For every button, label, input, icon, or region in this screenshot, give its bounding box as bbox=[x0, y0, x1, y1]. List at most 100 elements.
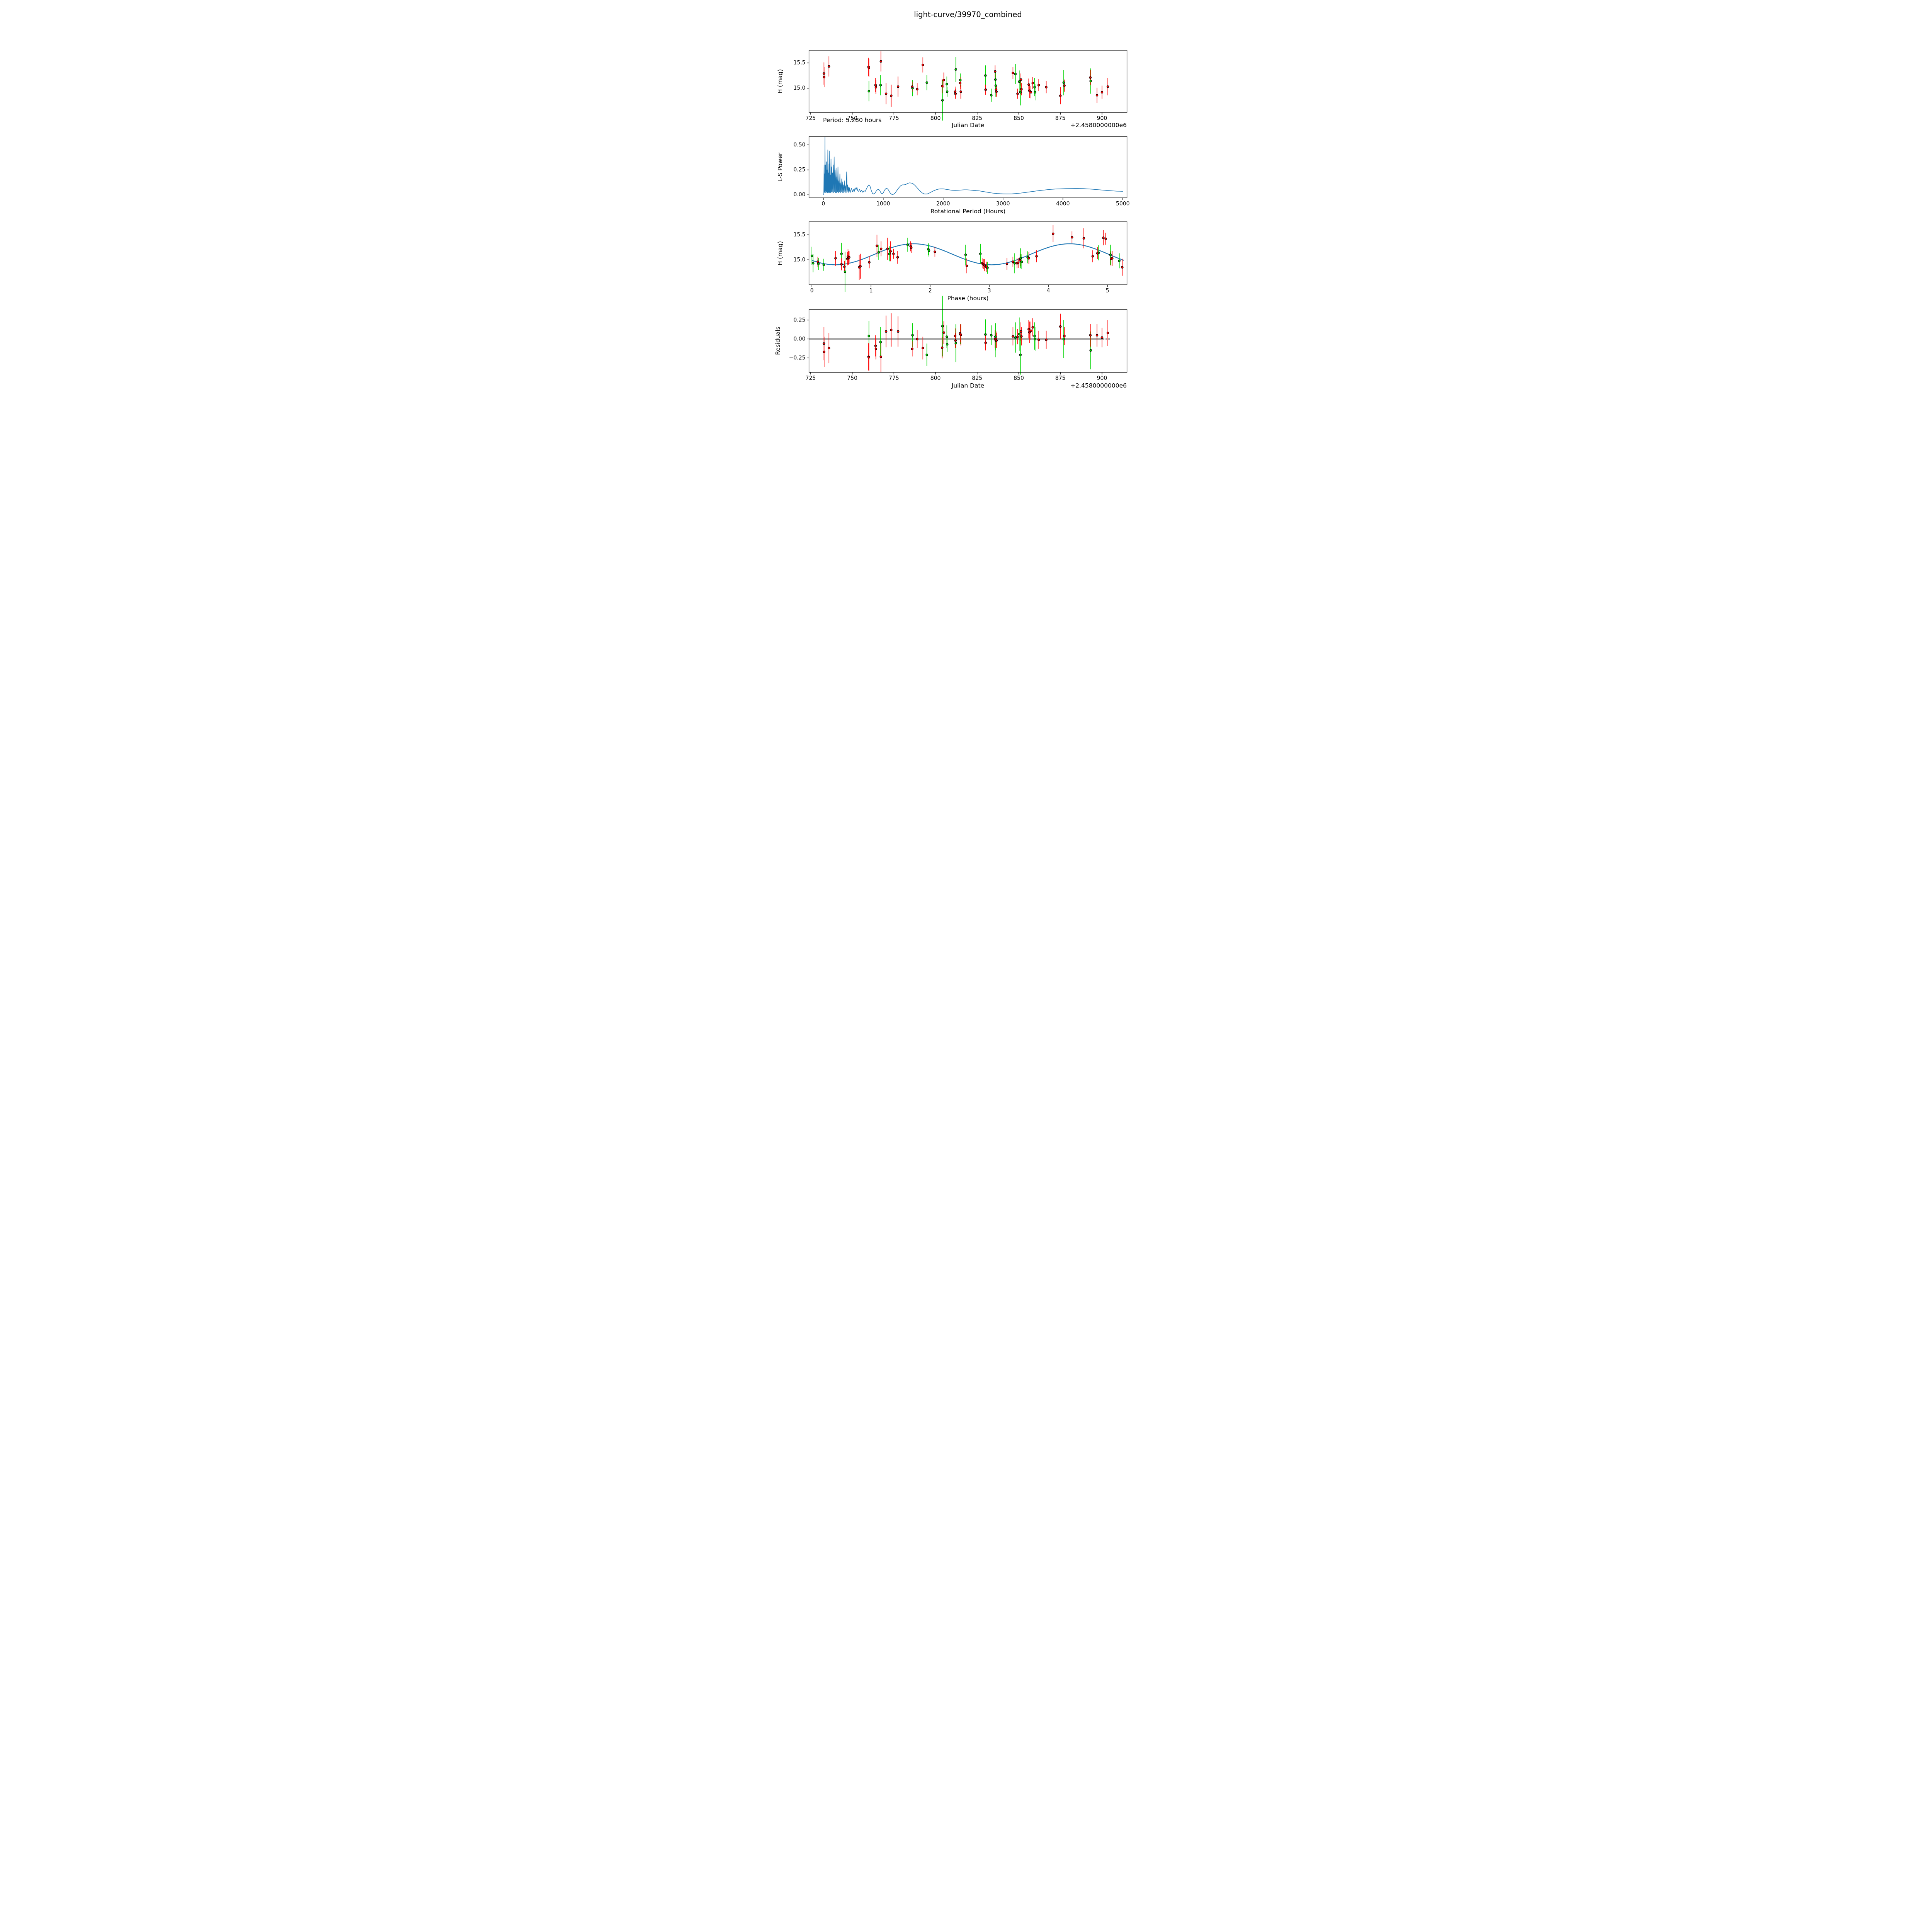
data-point-red bbox=[1027, 328, 1030, 331]
data-point-red bbox=[1016, 335, 1019, 338]
data-point-green bbox=[925, 354, 928, 356]
data-point-red bbox=[874, 86, 878, 88]
y-tick-label: 15.5 bbox=[793, 60, 805, 66]
panel2-xlabel: Rotational Period (Hours) bbox=[930, 208, 1005, 215]
x-tick-label: 2000 bbox=[936, 201, 950, 207]
data-point-red bbox=[1019, 259, 1021, 262]
data-point-green bbox=[1013, 262, 1016, 265]
data-point-red bbox=[1106, 332, 1109, 334]
y-tick-label: 0.25 bbox=[793, 167, 805, 173]
data-point-red bbox=[1019, 78, 1022, 81]
data-point-red bbox=[1095, 94, 1099, 97]
data-point-green bbox=[994, 84, 997, 87]
data-point-green bbox=[906, 243, 909, 246]
data-point-green bbox=[979, 252, 982, 255]
x-tick-label: 0 bbox=[810, 288, 814, 294]
data-point-red bbox=[834, 257, 837, 260]
data-point-red bbox=[959, 333, 962, 336]
data-point-green bbox=[959, 78, 962, 82]
x-tick-label: 725 bbox=[806, 375, 816, 381]
data-point-red bbox=[995, 90, 998, 93]
data-point-green bbox=[946, 83, 948, 85]
x-tick-label: 5000 bbox=[1116, 201, 1130, 207]
panel4-xlabel: Julian Date bbox=[951, 382, 984, 389]
data-point-red bbox=[959, 82, 962, 85]
data-point-green bbox=[867, 335, 870, 337]
data-point-green bbox=[954, 68, 957, 71]
data-point-red bbox=[1045, 86, 1048, 88]
data-point-red bbox=[959, 90, 962, 93]
y-tick-label: 0.00 bbox=[793, 336, 805, 342]
data-point-red bbox=[896, 330, 900, 333]
data-point-red bbox=[867, 356, 870, 359]
data-point-red bbox=[1059, 325, 1062, 328]
panel1-xlabel: Julian Date bbox=[951, 122, 984, 129]
data-point-red bbox=[911, 347, 914, 350]
data-point-red bbox=[867, 66, 870, 70]
x-tick-label: 825 bbox=[972, 375, 982, 381]
data-point-red bbox=[890, 328, 893, 332]
x-tick-label: 1000 bbox=[876, 201, 890, 207]
data-point-green bbox=[990, 94, 993, 97]
data-point-red bbox=[874, 84, 877, 87]
data-point-green bbox=[925, 81, 928, 84]
data-point-green bbox=[927, 249, 930, 252]
y-tick-label: 0.25 bbox=[793, 317, 805, 323]
data-point-red bbox=[1037, 84, 1040, 87]
x-tick-label: 5 bbox=[1106, 288, 1109, 294]
data-point-red bbox=[828, 347, 830, 350]
sinusoid-fit-line bbox=[811, 243, 1124, 265]
period-annotation: Period: 5.280 hours bbox=[823, 117, 881, 124]
data-point-red bbox=[884, 330, 888, 333]
panel-residuals: 725 750 775 800 825 850 875 900 −0.25 0.00 0.25 bbox=[789, 296, 1128, 381]
data-point-red bbox=[922, 347, 924, 350]
data-point-green bbox=[1020, 260, 1023, 263]
data-point-red bbox=[823, 76, 826, 78]
data-point-green bbox=[812, 262, 815, 265]
data-point-red bbox=[1012, 335, 1014, 338]
data-point-green bbox=[817, 262, 820, 265]
data-point-red bbox=[1037, 338, 1040, 341]
data-point-red bbox=[1027, 257, 1030, 260]
data-point-green bbox=[946, 335, 948, 338]
figure: 725 750 775 800 825 850 875 900 15.0 15.5 0 1000 200… bbox=[757, 0, 1175, 417]
data-point-red bbox=[1017, 261, 1020, 264]
axes-box bbox=[808, 50, 1128, 113]
data-point-red bbox=[995, 339, 998, 342]
periodogram-line bbox=[823, 137, 1123, 195]
data-point-red bbox=[840, 263, 843, 266]
data-point-green bbox=[888, 252, 891, 255]
data-point-red bbox=[954, 92, 957, 95]
data-point-green bbox=[954, 342, 957, 345]
x-tick-label: 1 bbox=[869, 288, 873, 294]
data-point-red bbox=[896, 85, 900, 88]
data-point-green bbox=[1033, 86, 1036, 88]
x-tick-label: 750 bbox=[847, 375, 857, 381]
y-tick-label: 15.0 bbox=[793, 257, 805, 263]
data-point-red bbox=[994, 70, 997, 73]
x-tick-label: 0 bbox=[821, 201, 825, 207]
data-point-red bbox=[843, 265, 846, 268]
data-point-green bbox=[1019, 91, 1022, 94]
x-tick-label: 850 bbox=[1014, 116, 1024, 122]
data-point-green bbox=[1033, 335, 1036, 337]
data-point-green bbox=[984, 333, 987, 336]
x-tick-label: 775 bbox=[889, 375, 899, 381]
data-point-green bbox=[1118, 259, 1121, 262]
data-point-red bbox=[1027, 83, 1030, 86]
x-tick-label: 850 bbox=[1014, 375, 1024, 381]
data-point-red bbox=[1096, 252, 1099, 255]
data-point-green bbox=[877, 251, 880, 254]
data-point-red bbox=[1028, 89, 1031, 92]
data-point-red bbox=[1029, 329, 1032, 332]
data-point-red bbox=[823, 350, 826, 353]
data-point-red bbox=[984, 341, 987, 344]
panel-periodogram: 0 1000 2000 3000 4000 5000 0.00 0.25 0.50 bbox=[793, 136, 1130, 207]
data-point-red bbox=[1035, 255, 1038, 258]
panel1-axis-offset: +2.4580000000e6 bbox=[1070, 122, 1127, 129]
y-tick-label: 0.50 bbox=[793, 142, 805, 148]
data-point-red bbox=[1089, 76, 1092, 79]
data-point-red bbox=[911, 85, 914, 88]
data-point-red bbox=[1082, 237, 1085, 240]
